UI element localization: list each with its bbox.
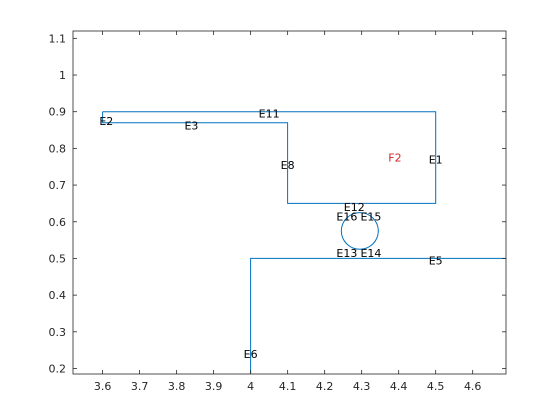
y-tick-label: 0.8 [49,142,67,155]
y-tick-label: 0.3 [49,326,67,339]
axis-ticks: 3.6 3.7 3.8 3.9 4 4.1 4.2 4.3 4.4 4.5 4.6 0.2 0.3 0.4… [49,31,506,393]
x-tick-label: 4.3 [353,380,371,393]
edge-label-e14: E14 [360,247,381,260]
x-tick-label: 3.6 [94,380,112,393]
y-tick-label: 0.7 [49,179,67,192]
edge-label-e3: E3 [184,120,198,133]
y-tick-label: 0.4 [49,289,67,302]
x-tick-label: 3.7 [131,380,149,393]
edge-label-e8: E8 [281,159,295,172]
edge-label-e16: E16 [336,210,357,223]
edge-label-e11: E11 [259,108,280,121]
series-line-1 [102,111,437,204]
y-tick-label: 0.5 [49,252,67,265]
edge-label-e5: E5 [429,254,443,267]
axes-box [72,30,507,375]
plot-area [102,111,506,374]
x-tick-label: 4.6 [464,380,482,393]
x-tick-label: 4 [247,380,254,393]
edge-label-e6: E6 [244,348,258,361]
x-tick-label: 3.8 [168,380,186,393]
series-line-2 [250,257,506,374]
edge-label-e13: E13 [336,247,357,260]
x-tick-label: 4.1 [279,380,297,393]
x-tick-label: 4.5 [427,380,445,393]
y-tick-label: 0.9 [49,106,67,119]
y-tick-label: 1 [59,69,66,82]
edge-label-e12: E12 [344,201,365,214]
edge-label-e2: E2 [99,115,113,128]
x-tick-label: 4.2 [316,380,334,393]
circle-edge [340,212,379,250]
x-tick-label: 4.4 [390,380,408,393]
edge-label-f2: F2 [388,152,401,165]
edge-label-e15: E15 [360,210,381,223]
edge-label-e1: E1 [429,153,443,166]
x-tick-label: 3.9 [205,380,223,393]
y-tick-label: 0.2 [49,362,67,375]
y-tick-label: 0.6 [49,216,67,229]
y-tick-label: 1.1 [49,32,67,45]
